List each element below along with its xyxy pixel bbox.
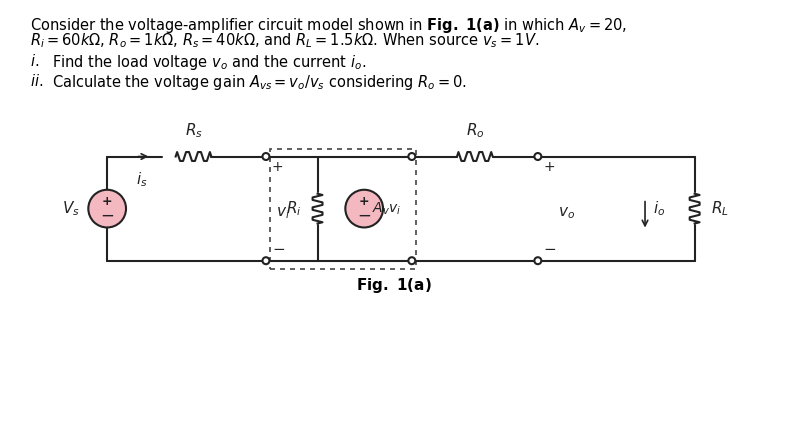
- Text: −: −: [357, 206, 371, 224]
- Text: $ii.$: $ii.$: [29, 73, 43, 89]
- Text: $i_s$: $i_s$: [136, 170, 147, 189]
- Text: $R_s$: $R_s$: [184, 121, 203, 140]
- Circle shape: [345, 190, 383, 227]
- Circle shape: [409, 153, 415, 160]
- Text: $i_o$: $i_o$: [653, 199, 665, 218]
- Circle shape: [534, 257, 541, 264]
- Text: −: −: [272, 242, 285, 257]
- Text: +: +: [102, 195, 112, 208]
- Text: $R_i = 60k\Omega$, $R_o = 1k\Omega$, $R_s = 40k\Omega$, and $R_L = 1.5k\Omega$. : $R_i = 60k\Omega$, $R_o = 1k\Omega$, $R_…: [29, 32, 539, 50]
- Circle shape: [534, 153, 541, 160]
- Text: −: −: [100, 206, 114, 224]
- Text: $V_s$: $V_s$: [62, 199, 80, 218]
- Text: $\bf{Fig.\ 1(a)}$: $\bf{Fig.\ 1(a)}$: [356, 276, 432, 295]
- Text: $R_i$: $R_i$: [286, 199, 301, 218]
- Text: Calculate the voltage gain $A_{vs} = v_o/v_s$ considering $R_o = 0$.: Calculate the voltage gain $A_{vs} = v_o…: [52, 73, 467, 92]
- Text: −: −: [544, 242, 556, 257]
- Circle shape: [409, 257, 415, 264]
- Text: $v_i$: $v_i$: [276, 206, 290, 221]
- Text: +: +: [359, 195, 370, 208]
- Text: $A_v v_i$: $A_v v_i$: [372, 200, 401, 217]
- Text: +: +: [544, 161, 556, 174]
- Text: $R_o$: $R_o$: [466, 121, 484, 140]
- Text: $R_L$: $R_L$: [711, 199, 728, 218]
- Text: +: +: [272, 161, 284, 174]
- Circle shape: [88, 190, 126, 227]
- Text: $v_o$: $v_o$: [558, 206, 575, 221]
- Circle shape: [262, 153, 270, 160]
- Text: $i.$: $i.$: [29, 54, 39, 69]
- Text: Consider the voltage-amplifier circuit model shown in $\bf{Fig.\ 1(a)}$ in which: Consider the voltage-amplifier circuit m…: [29, 16, 627, 35]
- Text: Find the load voltage $v_o$ and the current $i_o$.: Find the load voltage $v_o$ and the curr…: [52, 54, 366, 72]
- Circle shape: [262, 257, 270, 264]
